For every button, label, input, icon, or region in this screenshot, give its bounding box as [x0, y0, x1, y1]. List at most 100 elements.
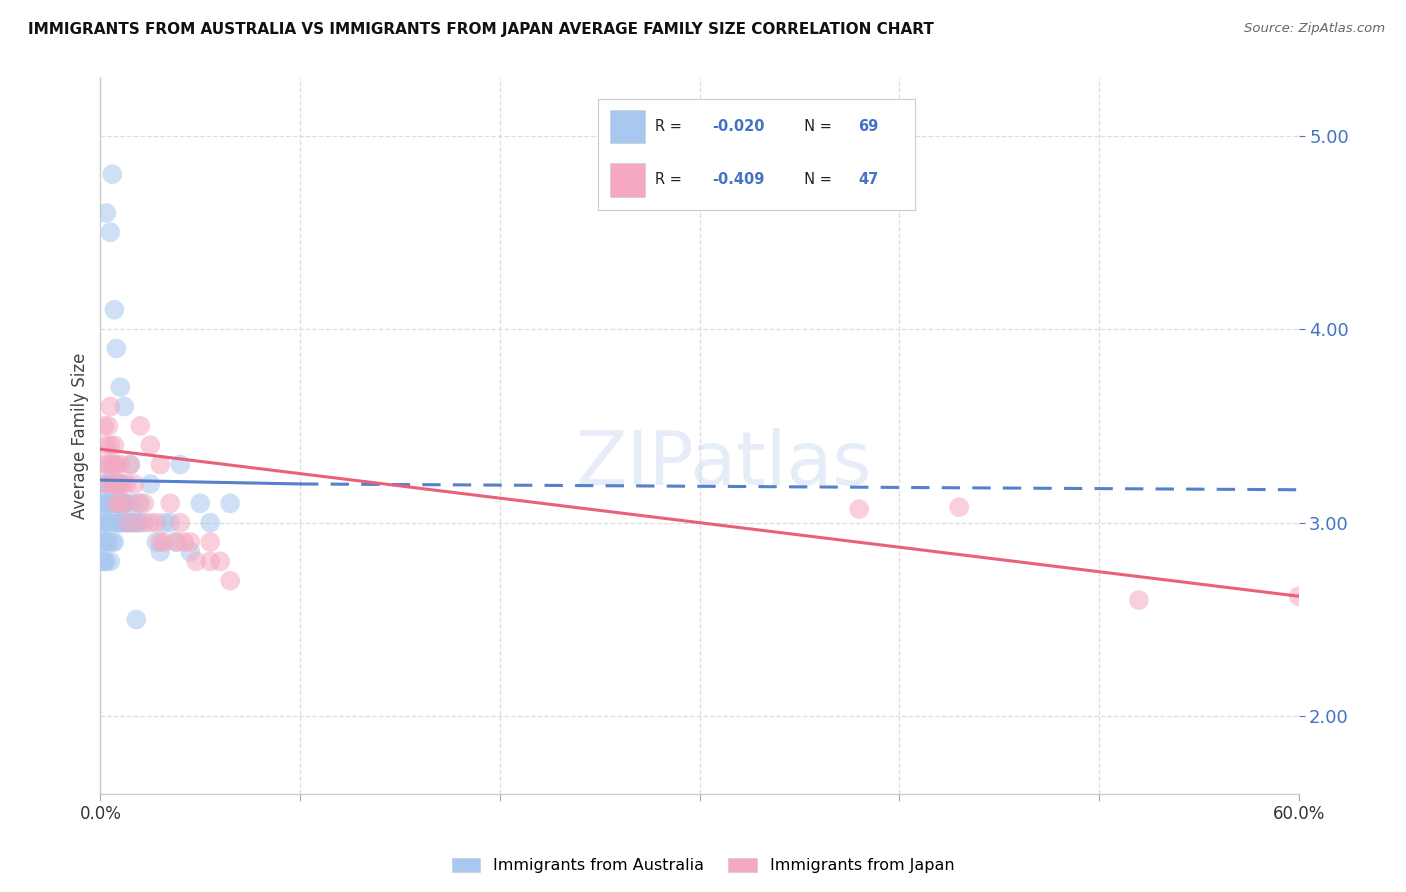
Point: [101, 477, 124, 491]
Point: [198, 516, 221, 530]
Point: [219, 574, 242, 588]
Point: [1128, 593, 1150, 607]
Point: [120, 458, 142, 472]
Point: [103, 302, 125, 317]
Point: [149, 535, 172, 549]
Point: [117, 516, 139, 530]
Point: [91, 554, 114, 568]
Point: [209, 554, 232, 568]
Point: [179, 545, 201, 559]
Point: [101, 535, 124, 549]
Point: [91, 535, 114, 549]
Point: [91, 516, 114, 530]
Point: [112, 400, 135, 414]
Point: [103, 535, 125, 549]
Point: [198, 535, 221, 549]
Point: [159, 516, 181, 530]
Point: [101, 496, 124, 510]
Point: [111, 496, 134, 510]
Point: [125, 516, 148, 530]
Point: [107, 477, 129, 491]
Point: [98, 496, 121, 510]
Point: [129, 496, 152, 510]
Point: [173, 535, 195, 549]
Point: [115, 496, 138, 510]
Point: [105, 496, 128, 510]
Point: [96, 206, 118, 220]
Point: [98, 477, 121, 491]
Point: [93, 535, 115, 549]
Point: [91, 496, 114, 510]
Point: [98, 400, 121, 414]
Point: [125, 612, 148, 626]
Point: [98, 516, 121, 530]
Point: [103, 477, 125, 491]
Text: IMMIGRANTS FROM AUSTRALIA VS IMMIGRANTS FROM JAPAN AVERAGE FAMILY SIZE CORRELATI: IMMIGRANTS FROM AUSTRALIA VS IMMIGRANTS …: [28, 22, 934, 37]
Point: [198, 554, 221, 568]
Point: [96, 496, 118, 510]
Point: [110, 496, 132, 510]
Y-axis label: Average Family Size: Average Family Size: [72, 352, 89, 519]
Point: [105, 477, 128, 491]
Point: [93, 418, 115, 433]
Point: [110, 477, 132, 491]
Point: [111, 516, 134, 530]
Point: [97, 516, 120, 530]
Point: [105, 496, 128, 510]
Point: [145, 535, 167, 549]
Point: [186, 554, 208, 568]
Point: [105, 458, 128, 472]
Point: [127, 516, 149, 530]
Point: [179, 535, 201, 549]
Point: [169, 458, 191, 472]
Point: [120, 516, 142, 530]
Point: [165, 535, 187, 549]
Point: [96, 477, 118, 491]
Point: [93, 554, 115, 568]
Point: [101, 458, 124, 472]
Point: [93, 477, 115, 491]
Point: [101, 477, 124, 491]
Point: [101, 167, 124, 181]
Point: [120, 458, 142, 472]
Point: [112, 496, 135, 510]
Point: [139, 516, 162, 530]
Point: [110, 458, 132, 472]
Point: [165, 535, 187, 549]
Point: [103, 496, 125, 510]
Legend: Immigrants from Australia, Immigrants from Japan: Immigrants from Australia, Immigrants fr…: [446, 851, 960, 880]
Point: [1288, 589, 1310, 603]
Point: [134, 496, 156, 510]
Point: [159, 496, 181, 510]
Point: [96, 554, 118, 568]
Point: [127, 496, 149, 510]
Point: [219, 496, 242, 510]
Point: [115, 477, 138, 491]
Point: [105, 342, 128, 356]
Point: [97, 418, 120, 433]
Point: [129, 418, 152, 433]
Point: [145, 516, 167, 530]
Point: [153, 535, 176, 549]
Point: [98, 438, 121, 452]
Point: [124, 477, 146, 491]
Point: [117, 516, 139, 530]
Point: [121, 496, 143, 510]
Point: [97, 458, 120, 472]
Point: [93, 496, 115, 510]
Point: [149, 545, 172, 559]
Point: [105, 516, 128, 530]
Point: [129, 516, 152, 530]
Point: [188, 496, 211, 510]
Point: [103, 458, 125, 472]
Point: [91, 458, 114, 472]
Point: [103, 438, 125, 452]
Point: [98, 554, 121, 568]
Point: [97, 535, 120, 549]
Point: [110, 380, 132, 394]
Point: [948, 500, 970, 515]
Point: [112, 516, 135, 530]
Point: [111, 477, 134, 491]
Point: [848, 502, 870, 516]
Point: [124, 516, 146, 530]
